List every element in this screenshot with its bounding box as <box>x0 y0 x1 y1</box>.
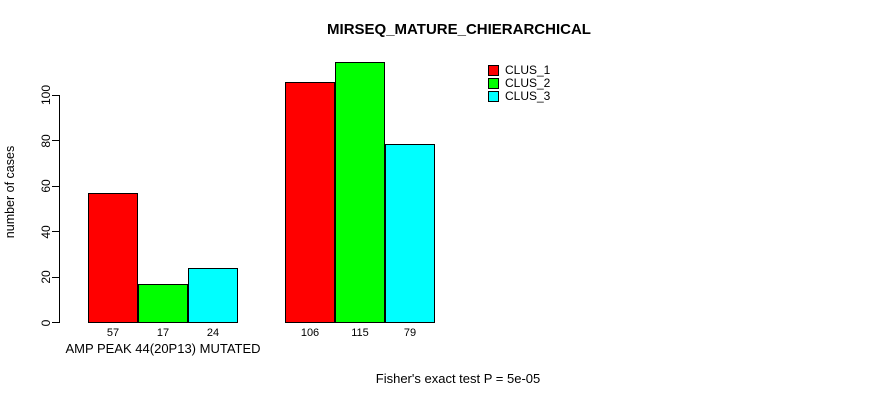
bar-clus_1-group2 <box>285 81 335 323</box>
legend-item: CLUS_2 <box>488 77 550 90</box>
y-tick-label: 20 <box>39 270 53 284</box>
bar-clus_3-group2 <box>385 143 435 323</box>
legend-swatch-icon <box>488 78 499 89</box>
legend-item: CLUS_1 <box>488 64 550 77</box>
y-tick-label: 0 <box>39 319 53 326</box>
y-axis-tick <box>52 140 59 142</box>
y-axis-label: number of cases <box>3 145 17 239</box>
bar-value-label: 24 <box>206 327 220 339</box>
y-axis-tick <box>52 322 59 323</box>
y-axis-tick <box>52 185 59 187</box>
legend: CLUS_1 CLUS_2 CLUS_3 <box>488 64 550 103</box>
y-tick-label: 80 <box>39 134 53 148</box>
legend-label: CLUS_1 <box>505 63 551 77</box>
bar-value-label: 57 <box>106 327 120 339</box>
bar-value-label: 79 <box>403 327 417 339</box>
legend-label: CLUS_3 <box>505 89 551 103</box>
footnote: Fisher's exact test P = 5e-05 <box>375 371 541 386</box>
legend-swatch-icon <box>488 91 499 102</box>
bar-value-label: 115 <box>351 327 369 339</box>
y-axis-tick <box>52 94 59 96</box>
bar-value-label: 106 <box>300 327 320 339</box>
category-label: AMP PEAK 44(20P13) MUTATED <box>65 341 261 356</box>
y-tick-label: 40 <box>39 224 53 239</box>
bar-value-label: 17 <box>156 327 170 339</box>
y-tick-label: 60 <box>39 179 53 193</box>
y-axis-tick <box>52 276 59 278</box>
bar-clus_2-group2 <box>335 61 385 323</box>
legend-label: CLUS_2 <box>505 76 551 90</box>
bar-clus_1-group1 <box>88 192 138 323</box>
y-axis-line <box>59 95 60 323</box>
legend-swatch-icon <box>488 65 499 76</box>
y-axis-tick <box>52 231 59 233</box>
y-tick-label: 100 <box>39 85 53 106</box>
bar-clus_2-group1 <box>138 283 188 323</box>
chart-title: MIRSEQ_MATURE_CHIERARCHICAL <box>327 21 591 38</box>
bar-clus_3-group1 <box>188 267 238 323</box>
legend-item: CLUS_3 <box>488 90 550 103</box>
